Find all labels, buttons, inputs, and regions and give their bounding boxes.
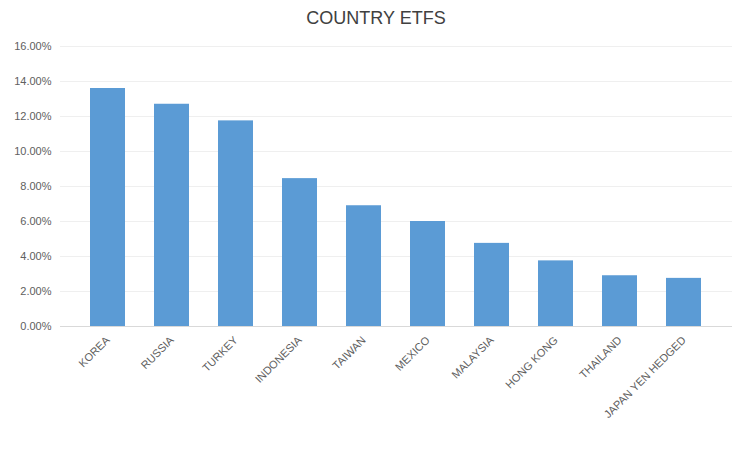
svg-text:10.00%: 10.00%: [14, 145, 52, 157]
svg-text:JAPAN YEN HEDGED: JAPAN YEN HEDGED: [601, 334, 687, 420]
svg-text:MEXICO: MEXICO: [393, 333, 432, 372]
svg-text:0.00%: 0.00%: [20, 320, 51, 332]
svg-text:14.00%: 14.00%: [14, 75, 52, 87]
svg-text:12.00%: 12.00%: [14, 110, 52, 122]
html-text:COUNTRY ETFS: COUNTRY ETFS: [306, 8, 446, 28]
svg-text:2.00%: 2.00%: [20, 285, 51, 297]
svg-text:THAILAND: THAILAND: [577, 334, 624, 381]
svg-text:HONG KONG: HONG KONG: [503, 334, 560, 391]
svg-text:16.00%: 16.00%: [14, 40, 52, 52]
svg-text:TAIWAN: TAIWAN: [330, 334, 368, 372]
svg-text:8.00%: 8.00%: [20, 180, 51, 192]
svg-text:INDONESIA: INDONESIA: [253, 333, 305, 385]
svg-text:6.00%: 6.00%: [20, 215, 51, 227]
svg-text:RUSSIA: RUSSIA: [138, 333, 176, 371]
svg-text:4.00%: 4.00%: [20, 250, 51, 262]
svg-text:KOREA: KOREA: [76, 333, 112, 369]
svg-text:MALAYSIA: MALAYSIA: [449, 333, 496, 380]
svg-text:TURKEY: TURKEY: [200, 333, 241, 374]
